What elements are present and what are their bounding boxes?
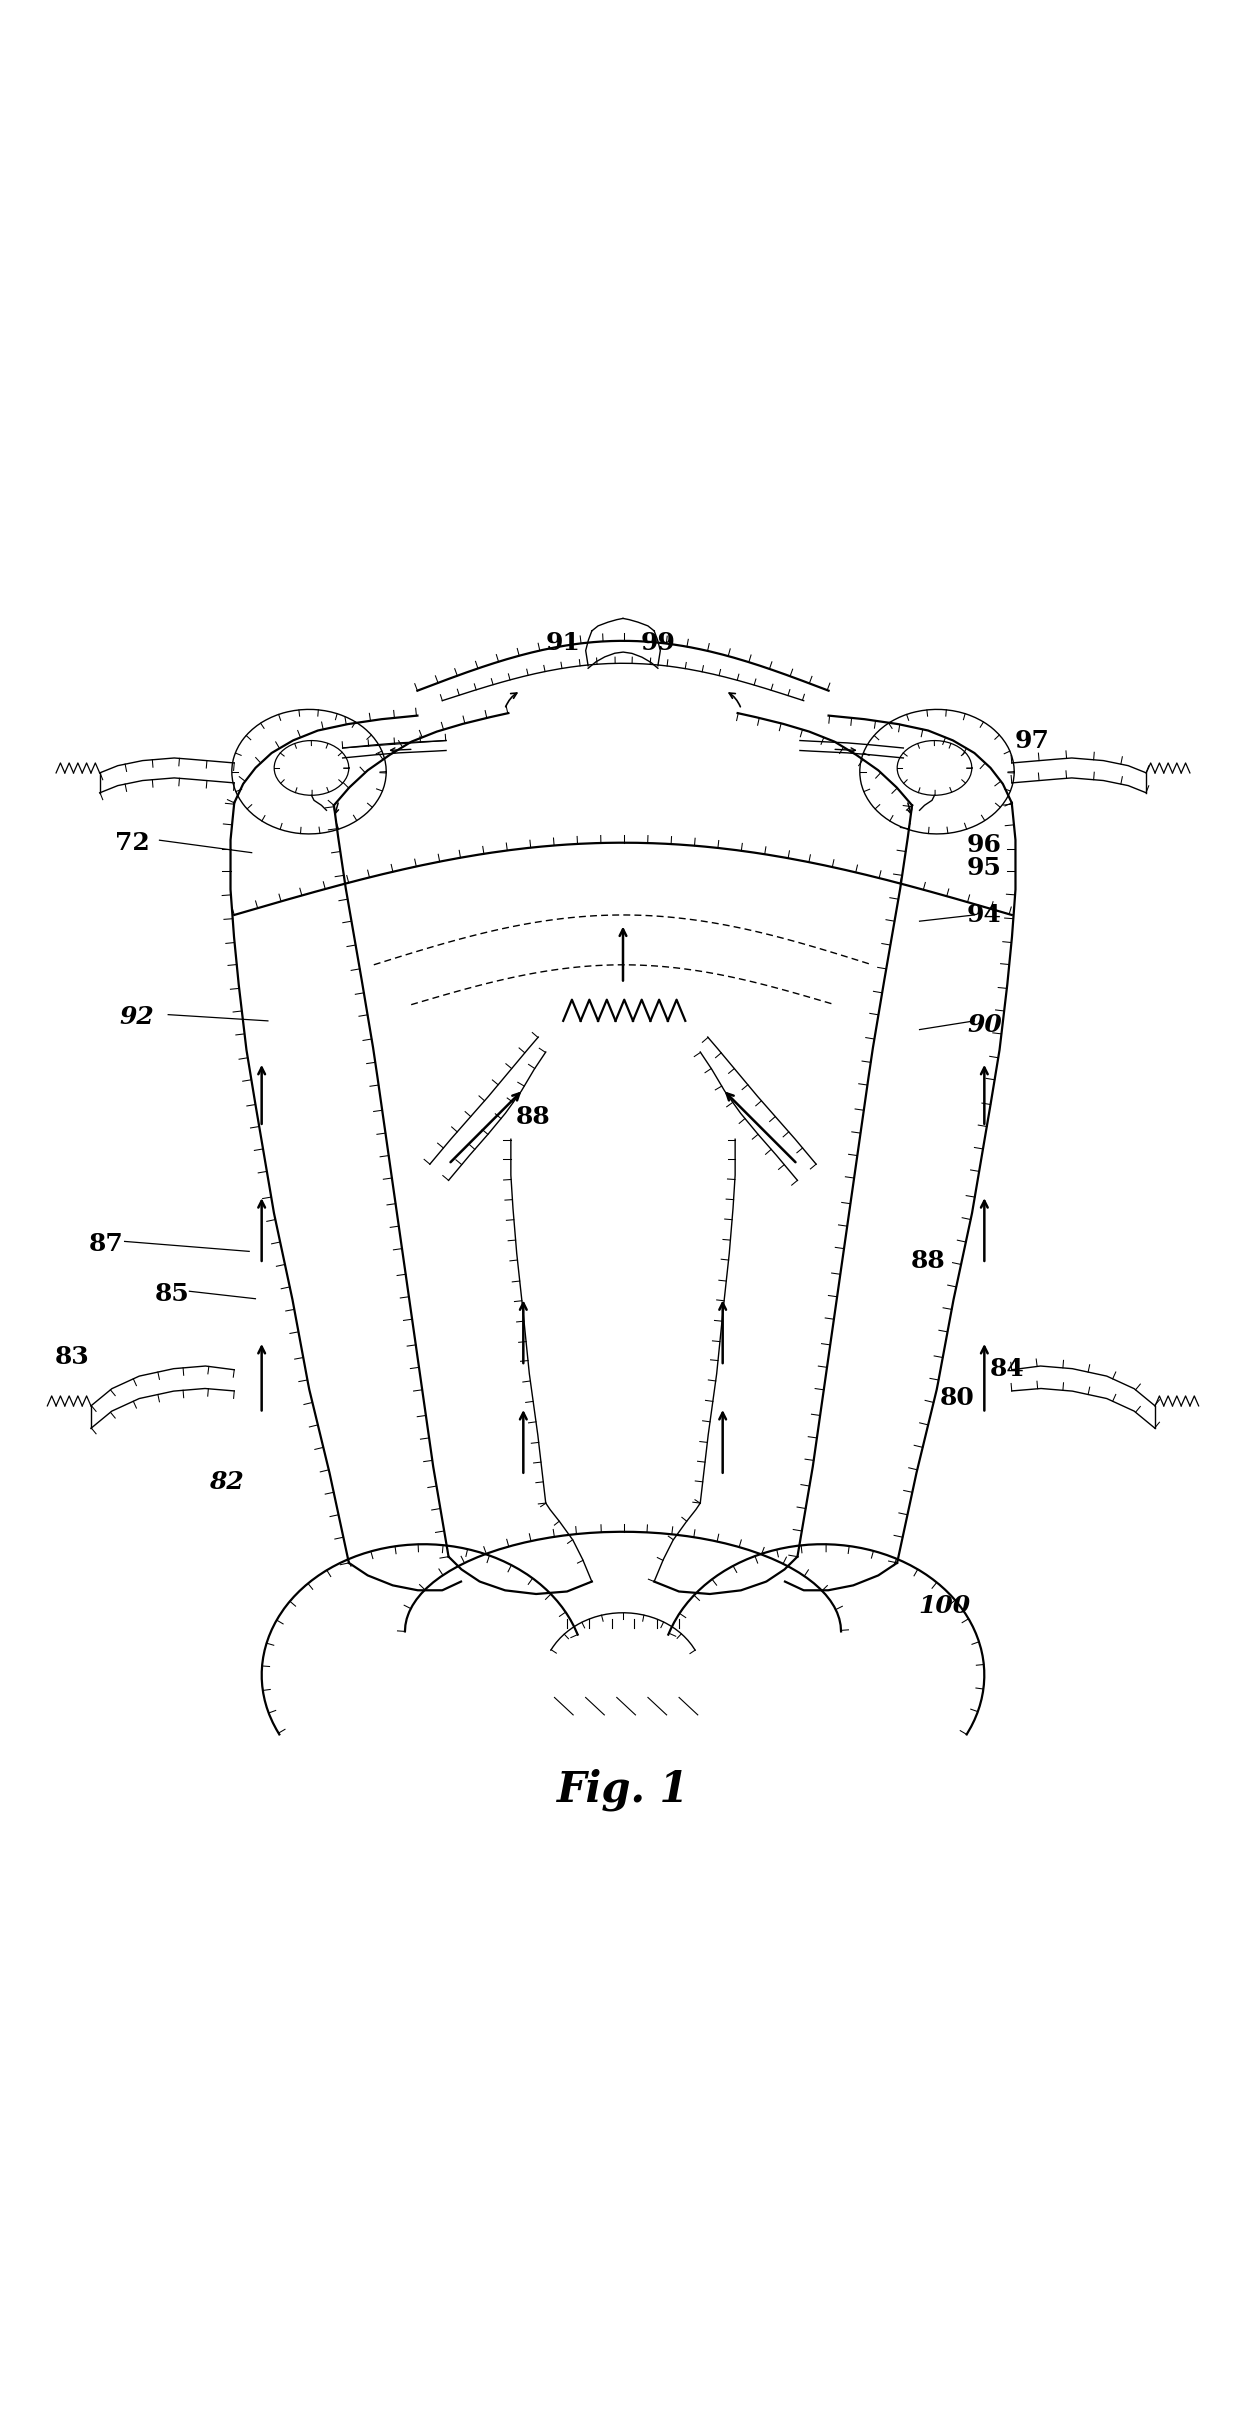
- Text: 72: 72: [115, 830, 150, 855]
- Text: 97: 97: [1014, 728, 1049, 753]
- Text: 100: 100: [918, 1595, 971, 1619]
- Text: 85: 85: [155, 1282, 189, 1306]
- Text: 84: 84: [989, 1357, 1024, 1382]
- Text: 99: 99: [640, 631, 675, 656]
- Text: Fig. 1: Fig. 1: [557, 1768, 689, 1811]
- Text: 91: 91: [546, 631, 581, 656]
- Text: 88: 88: [911, 1250, 946, 1272]
- Text: 82: 82: [209, 1469, 244, 1493]
- Text: 92: 92: [120, 1005, 155, 1029]
- Text: 87: 87: [88, 1231, 123, 1255]
- Text: 94: 94: [967, 903, 1002, 927]
- Text: 80: 80: [939, 1386, 974, 1411]
- Text: 83: 83: [55, 1345, 90, 1369]
- Text: 88: 88: [516, 1105, 551, 1129]
- Text: 95: 95: [967, 855, 1002, 879]
- Text: 90: 90: [967, 1012, 1002, 1037]
- Text: 96: 96: [967, 833, 1002, 857]
